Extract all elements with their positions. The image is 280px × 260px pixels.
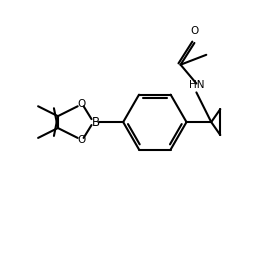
Text: HN: HN: [189, 80, 204, 90]
Text: O: O: [190, 26, 199, 36]
Text: B: B: [91, 116, 100, 129]
Text: O: O: [78, 135, 86, 145]
Text: O: O: [78, 99, 86, 109]
